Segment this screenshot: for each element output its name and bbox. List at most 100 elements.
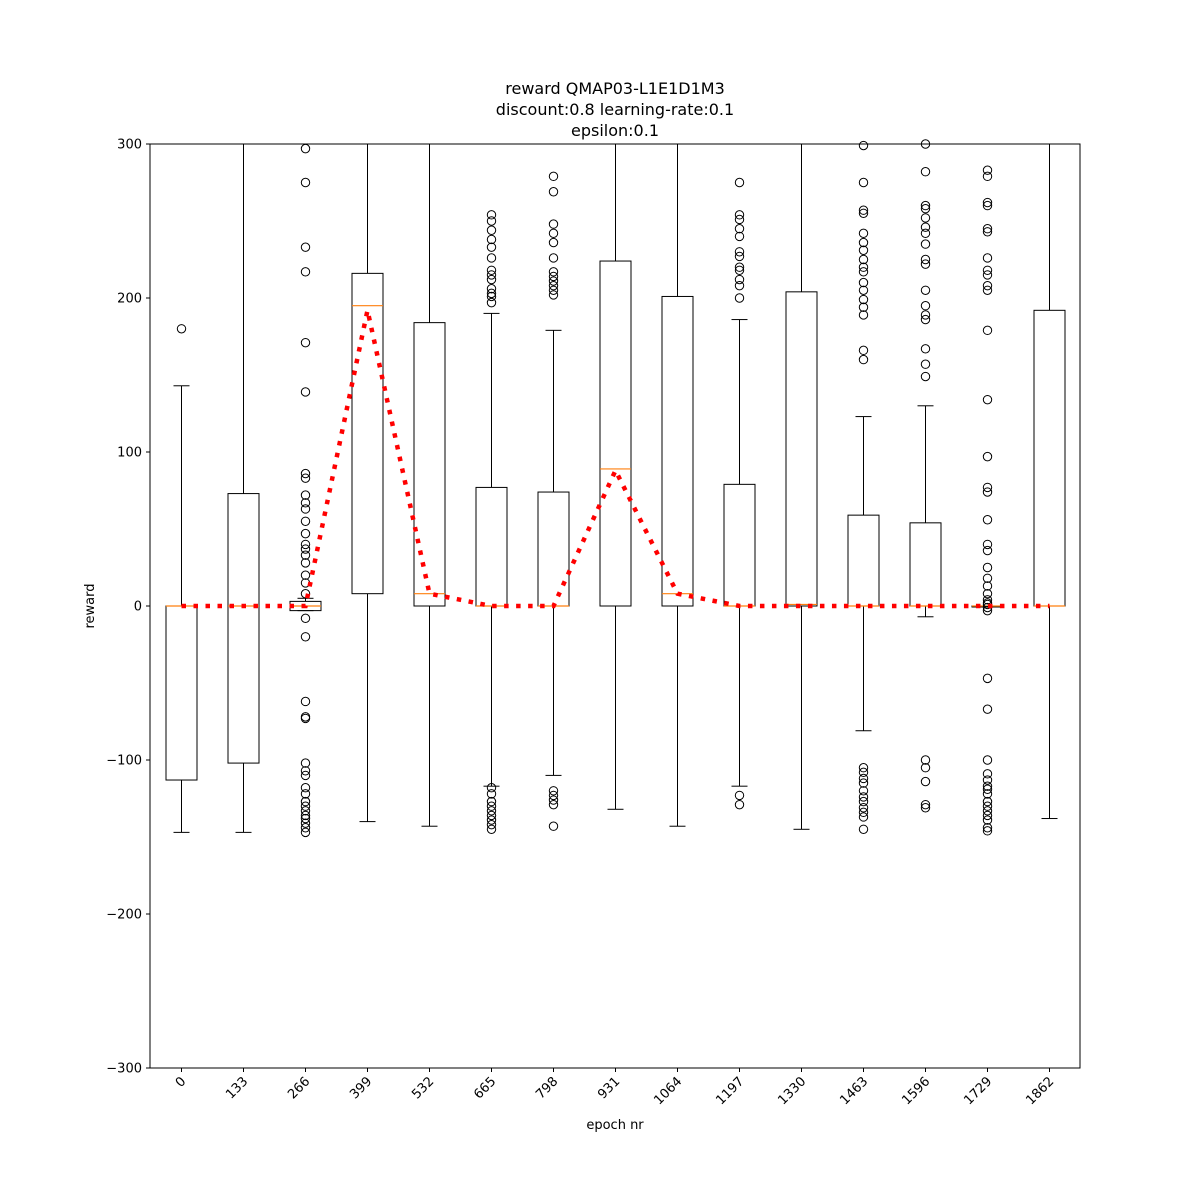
box-1596 bbox=[909, 139, 942, 813]
outlier-point bbox=[300, 490, 311, 500]
y-axis-label: reward bbox=[83, 583, 98, 628]
outlier-point bbox=[486, 265, 497, 275]
outlier-point bbox=[982, 539, 993, 550]
outlier-point bbox=[734, 214, 745, 225]
x-tick-label: 1463 bbox=[837, 1074, 871, 1108]
outlier-point bbox=[486, 210, 497, 220]
outlier-point bbox=[858, 254, 869, 265]
outlier-point bbox=[858, 262, 869, 272]
outlier-point bbox=[920, 763, 931, 773]
box-body bbox=[537, 491, 570, 607]
outlier-point bbox=[858, 277, 869, 288]
outlier-point bbox=[176, 324, 187, 334]
outlier-point bbox=[734, 177, 745, 188]
outlier-point bbox=[982, 581, 993, 591]
x-tick-label: 399 bbox=[347, 1074, 375, 1102]
outlier-point bbox=[982, 545, 993, 556]
outlier-point bbox=[858, 767, 869, 778]
x-tick-label: 931 bbox=[595, 1074, 623, 1102]
outlier-point bbox=[982, 823, 993, 833]
outlier-point bbox=[858, 778, 869, 788]
y-tick-label: 200 bbox=[117, 292, 142, 307]
outlier-point bbox=[982, 796, 993, 807]
outlier-point bbox=[486, 806, 497, 816]
outlier-point bbox=[858, 824, 869, 834]
outlier-point bbox=[982, 197, 993, 208]
box-body bbox=[1033, 309, 1066, 607]
box-body bbox=[475, 486, 508, 607]
outlier-point bbox=[548, 271, 559, 282]
outlier-point bbox=[858, 803, 869, 813]
outlier-point bbox=[486, 225, 497, 235]
axis-ticks: −300 −200 −100 0 100 200 300 0 133 266 399 532 665 79… bbox=[106, 138, 1081, 1108]
outlier-point bbox=[548, 280, 559, 291]
outlier-point bbox=[858, 208, 869, 219]
outlier-point bbox=[858, 140, 869, 151]
outlier-point bbox=[486, 288, 497, 299]
outlier-point bbox=[300, 613, 311, 624]
outlier-point bbox=[300, 558, 311, 568]
outlier-point bbox=[300, 528, 311, 539]
box-body bbox=[227, 493, 260, 764]
x-tick-label: 798 bbox=[533, 1074, 561, 1102]
outlier-point bbox=[548, 267, 559, 277]
outlier-point bbox=[300, 544, 311, 554]
outlier-point bbox=[486, 253, 497, 263]
outlier-point bbox=[920, 213, 931, 223]
outlier-point bbox=[486, 291, 497, 302]
outlier-point bbox=[982, 784, 993, 794]
outlier-point bbox=[982, 755, 993, 765]
outlier-point bbox=[982, 394, 993, 405]
outlier-point bbox=[920, 239, 931, 249]
outlier-point bbox=[982, 801, 993, 811]
box-931 bbox=[599, 144, 632, 810]
y-tick-label: −300 bbox=[106, 1062, 142, 1077]
box-1197 bbox=[723, 177, 756, 810]
box-532 bbox=[413, 144, 446, 827]
outlier-point bbox=[734, 265, 745, 275]
outlier-point bbox=[982, 280, 993, 291]
outlier-point bbox=[300, 758, 311, 768]
x-tick-label: 1596 bbox=[899, 1074, 933, 1108]
outlier-point bbox=[982, 451, 993, 462]
outlier-point bbox=[548, 790, 559, 801]
outlier-point bbox=[300, 498, 311, 508]
outlier-point bbox=[982, 482, 993, 493]
outlier-point bbox=[982, 224, 993, 234]
outlier-point bbox=[982, 285, 993, 295]
outlier-point bbox=[300, 468, 311, 479]
outlier-point bbox=[734, 293, 745, 303]
outlier-point bbox=[548, 786, 559, 796]
box-1862 bbox=[1033, 144, 1066, 820]
outlier-point bbox=[920, 222, 931, 232]
outlier-point bbox=[300, 473, 311, 483]
outlier-point bbox=[858, 267, 869, 277]
outlier-point bbox=[858, 354, 869, 365]
outlier-point bbox=[982, 487, 993, 497]
outlier-point bbox=[548, 253, 559, 263]
box-body bbox=[909, 522, 942, 607]
outlier-point bbox=[858, 237, 869, 248]
outlier-point bbox=[548, 228, 559, 239]
y-tick-label: −100 bbox=[106, 754, 142, 769]
outlier-point bbox=[486, 284, 497, 294]
box-1064 bbox=[661, 144, 694, 827]
outlier-point bbox=[920, 314, 931, 325]
outlier-point bbox=[300, 177, 311, 188]
outlier-point bbox=[486, 789, 497, 799]
outlier-point bbox=[920, 301, 931, 311]
outlier-point bbox=[920, 755, 931, 765]
box-133 bbox=[227, 144, 260, 833]
outlier-point bbox=[920, 200, 931, 211]
outlier-point bbox=[982, 815, 993, 825]
median-trend-line bbox=[181, 309, 1050, 609]
outlier-point bbox=[486, 216, 497, 226]
outlier-point bbox=[300, 770, 311, 781]
x-tick-label: 0 bbox=[173, 1074, 189, 1090]
outlier-point bbox=[858, 763, 869, 773]
box-body bbox=[847, 514, 880, 607]
outlier-point bbox=[734, 799, 745, 810]
outlier-point bbox=[858, 245, 869, 255]
outlier-point bbox=[300, 570, 311, 580]
outlier-point bbox=[920, 167, 931, 177]
